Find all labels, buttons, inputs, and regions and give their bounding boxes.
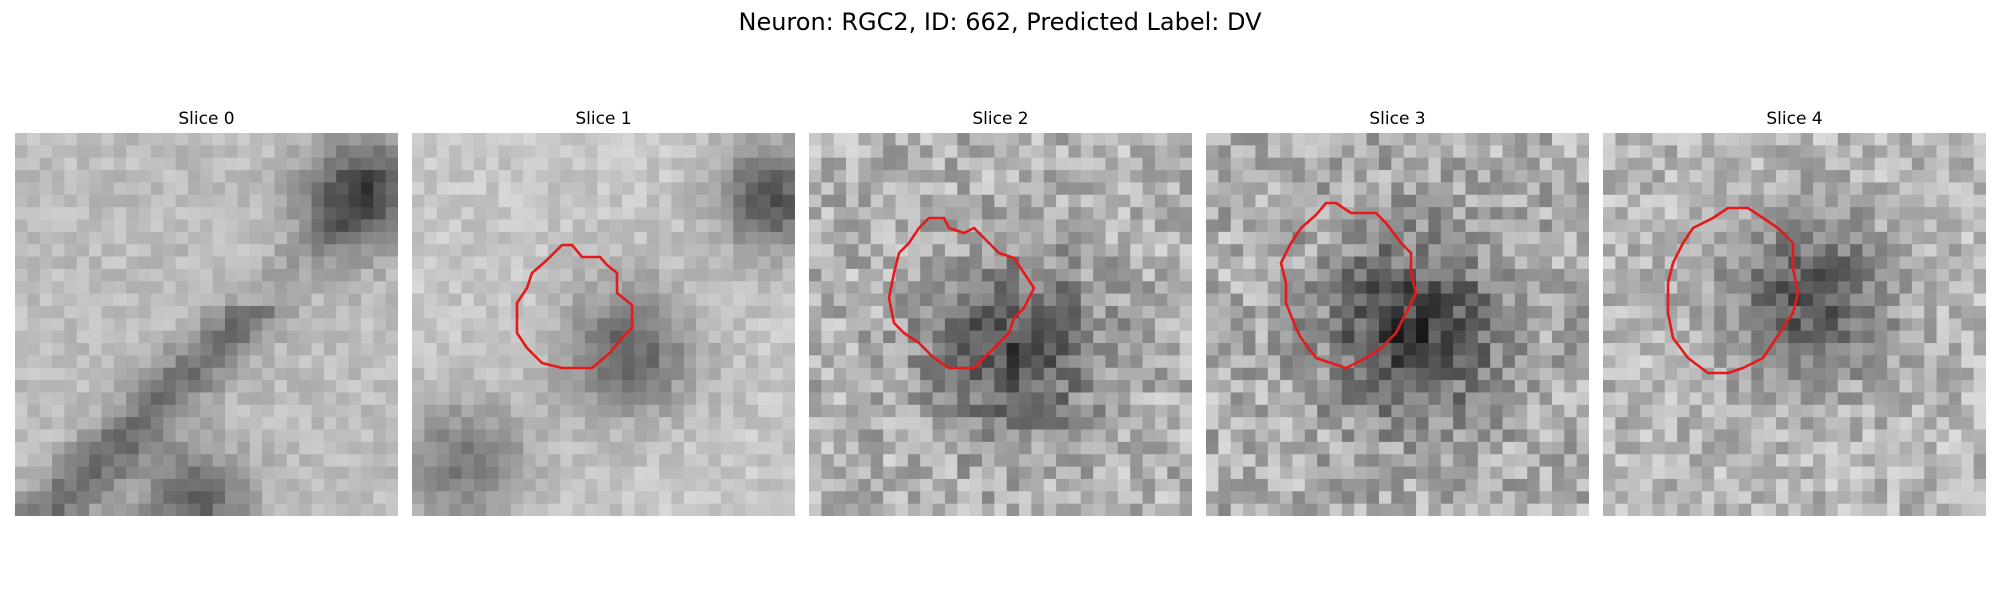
segmentation-contour bbox=[515, 243, 634, 370]
slice-panel-1: Slice 1 bbox=[412, 108, 795, 516]
segmentation-contour bbox=[1279, 201, 1418, 370]
slice-panel-4: Slice 4 bbox=[1603, 108, 1986, 516]
slice-title-0: Slice 0 bbox=[178, 109, 235, 129]
figure-title: Neuron: RGC2, ID: 662, Predicted Label: … bbox=[738, 8, 1262, 36]
slice-image-2 bbox=[809, 133, 1192, 516]
slice-panel-3: Slice 3 bbox=[1206, 108, 1589, 516]
slice-image-3 bbox=[1206, 133, 1589, 516]
pixel-grid bbox=[1603, 133, 1986, 516]
slice-panel-0: Slice 0 bbox=[15, 108, 398, 516]
segmentation-contour bbox=[887, 216, 1036, 370]
slice-image-1 bbox=[412, 133, 795, 516]
slice-title-2: Slice 2 bbox=[972, 109, 1029, 129]
slice-title-1: Slice 1 bbox=[575, 109, 632, 129]
slice-image-4 bbox=[1603, 133, 1986, 516]
pixel-grid bbox=[1206, 133, 1589, 516]
pixel-grid bbox=[809, 133, 1192, 516]
slice-title-3: Slice 3 bbox=[1369, 109, 1426, 129]
slice-panel-2: Slice 2 bbox=[809, 108, 1192, 516]
slice-image-0 bbox=[15, 133, 398, 516]
slice-title-4: Slice 4 bbox=[1766, 109, 1823, 129]
pixel-grid bbox=[412, 133, 795, 516]
pixel-grid bbox=[15, 133, 398, 516]
segmentation-contour bbox=[1666, 206, 1800, 375]
